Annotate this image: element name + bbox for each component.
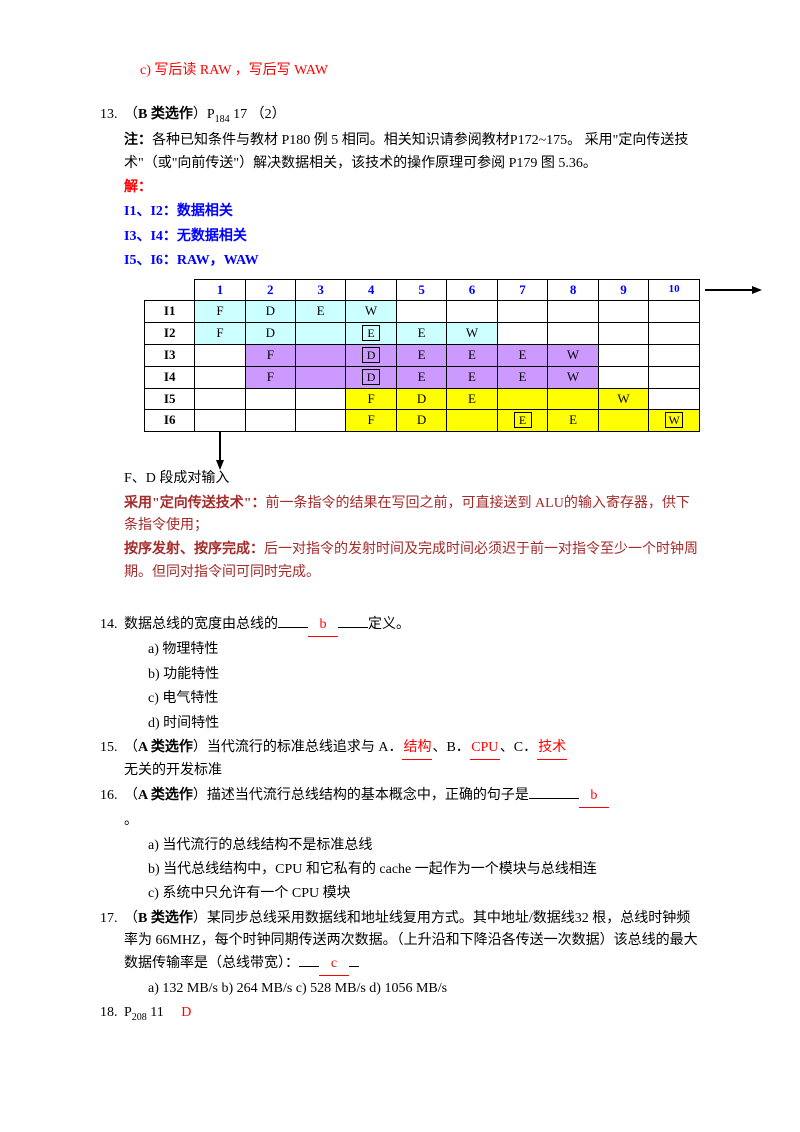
q13-sol-l1: I1、I2：数据相关 bbox=[124, 201, 700, 223]
q18-number: 18. bbox=[100, 1002, 124, 1028]
q17-answer: c bbox=[319, 953, 349, 976]
q13-note-text: 各种已知条件与教材 P180 例 5 相同。相关知识请参阅教材P172~175。… bbox=[124, 133, 688, 170]
q18-answer: D bbox=[181, 1005, 191, 1020]
q13-after-l2-bold: 采用"定向传送技术"： bbox=[124, 496, 266, 511]
q14-option: b) 功能特性 bbox=[124, 664, 700, 686]
q17-prefix: （ bbox=[124, 911, 138, 926]
pipeline-table-wrap: 12345678910I1FDEWI2FDEEWI3FDEEEWI4FDEEEW… bbox=[144, 279, 700, 433]
q13-type: B 类选作 bbox=[138, 107, 193, 122]
q13-after: ）P bbox=[193, 107, 215, 122]
q15-t4: 无关的开发标准 bbox=[124, 763, 222, 778]
q15-number: 15. bbox=[100, 737, 124, 785]
arrow-right-icon bbox=[705, 289, 760, 291]
q15-t3: 、C． bbox=[500, 740, 537, 755]
pipeline-table: 12345678910I1FDEWI2FDEEWI3FDEEEWI4FDEEEW… bbox=[144, 279, 700, 433]
question-14: 14. 数据总线的宽度由总线的 b 定义。 a) 物理特性 b) 功能特性c) 电… bbox=[100, 614, 700, 737]
question-18: 18. P208 11 D bbox=[100, 1002, 700, 1028]
q14-answer: b bbox=[308, 614, 338, 637]
q15-a3: 技术 bbox=[537, 737, 567, 760]
q18-p: P bbox=[124, 1005, 132, 1020]
q13-number: 13. bbox=[100, 104, 124, 586]
q15-t1: ）当代流行的标准总线追求与 A． bbox=[193, 740, 403, 755]
q14-option: c) 电气特性 bbox=[124, 688, 700, 710]
question-17: 17. （B 类选作）某同步总线采用数据线和地址线复用方式。其中地址/数据线32… bbox=[100, 908, 700, 1003]
q14-number: 14. bbox=[100, 614, 124, 737]
q16-answer: b bbox=[579, 785, 609, 808]
q18-sub: 208 bbox=[132, 1012, 147, 1023]
q16-option: c) 系统中只允许有一个 CPU 模块 bbox=[124, 883, 700, 905]
question-16: 16. （A 类选作）描述当代流行总线结构的基本概念中，正确的句子是 b 。 a)… bbox=[100, 785, 700, 908]
q15-t2: 、B． bbox=[432, 740, 469, 755]
q18-n: 11 bbox=[147, 1005, 181, 1020]
q16-text: ）描述当代流行总线结构的基本概念中，正确的句子是 bbox=[193, 788, 529, 803]
q17-options: a) 132 MB/s b) 264 MB/s c) 528 MB/s d) 1… bbox=[124, 978, 700, 1000]
q13-end: 17 （2） bbox=[230, 107, 286, 122]
q13-sol-label: 解： bbox=[124, 177, 700, 199]
q13-sol-l2: I3、I4：无数据相关 bbox=[124, 226, 700, 248]
q13-after-l3-bold: 按序发射、按序完成： bbox=[124, 542, 264, 557]
q14-option: a) 物理特性 bbox=[124, 639, 700, 661]
q16-prefix: （ bbox=[124, 788, 138, 803]
q15-a1: 结构 bbox=[402, 737, 432, 760]
question-13: 13. （B 类选作）P184 17 （2） 注：各种已知条件与教材 P180 … bbox=[100, 104, 700, 586]
item-c: c) 写后读 RAW ，写后写 WAW bbox=[100, 60, 700, 82]
q13-note-label: 注： bbox=[124, 133, 152, 148]
q14-option: d) 时间特性 bbox=[124, 713, 700, 735]
q15-a2: CPU bbox=[470, 737, 500, 760]
question-15: 15. （A 类选作）当代流行的标准总线追求与 A．结构、B．CPU 、C．技术… bbox=[100, 737, 700, 785]
q15-prefix: （ bbox=[124, 740, 138, 755]
q13-prefix: （ bbox=[124, 107, 138, 122]
q16-option: a) 当代流行的总线结构不是标准总线 bbox=[124, 835, 700, 857]
q15-type: A 类选作 bbox=[138, 740, 193, 755]
q17-text: ）某同步总线采用数据线和地址线复用方式。其中地址/数据线32 根，总线时钟频率为… bbox=[124, 911, 698, 971]
q16-number: 16. bbox=[100, 785, 124, 908]
q16-option: b) 当代总线结构中，CPU 和它私有的 cache 一起作为一个模块与总线相连 bbox=[124, 859, 700, 881]
q17-type: B 类选作 bbox=[138, 911, 193, 926]
q13-after-l1: F、D 段成对输入 bbox=[124, 468, 700, 490]
q14-text-after: 定义。 bbox=[368, 617, 410, 632]
q13-sol-l3: I5、I6：RAW，WAW bbox=[124, 250, 700, 272]
q17-number: 17. bbox=[100, 908, 124, 1003]
q16-type: A 类选作 bbox=[138, 788, 193, 803]
q16-end: 。 bbox=[124, 810, 700, 832]
q14-text-before: 数据总线的宽度由总线的 bbox=[124, 617, 278, 632]
q13-sub: 184 bbox=[215, 114, 230, 125]
arrow-down-icon bbox=[219, 432, 221, 468]
